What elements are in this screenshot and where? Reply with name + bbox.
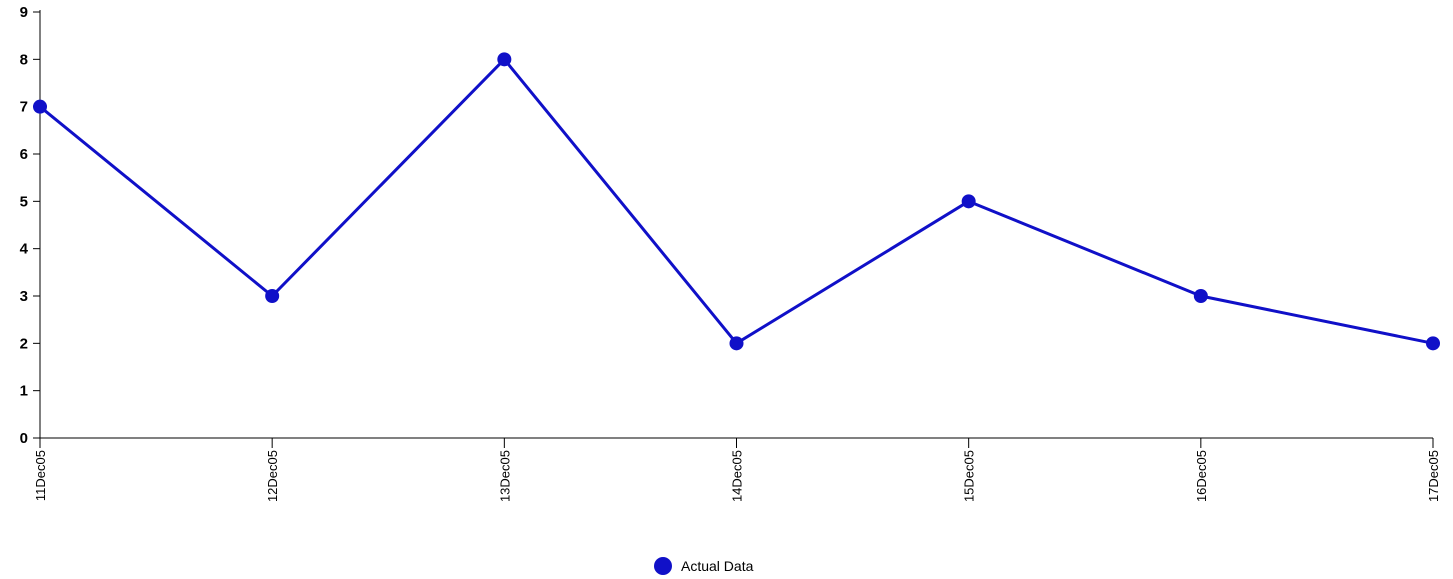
data-point <box>961 194 976 209</box>
y-tick-label: 2 <box>20 335 28 352</box>
x-tick-label: 17Dec05 <box>1426 450 1441 502</box>
data-point <box>729 336 744 351</box>
data-point <box>1193 289 1208 303</box>
data-point <box>265 289 280 303</box>
y-tick-label: 8 <box>20 51 28 68</box>
legend-marker <box>654 557 672 575</box>
x-tick-label: 12Dec05 <box>265 450 280 502</box>
data-point <box>497 52 512 67</box>
data-point <box>1426 336 1440 351</box>
y-tick-label: 3 <box>20 288 28 305</box>
y-axis-ticks: 0 1 2 3 4 5 6 7 8 9 <box>20 4 40 447</box>
x-tick-label: 13Dec05 <box>497 450 512 502</box>
y-tick-label: 0 <box>20 430 28 447</box>
series-layer <box>33 52 1440 351</box>
y-tick-label: 5 <box>20 193 28 210</box>
data-point <box>33 99 47 114</box>
x-tick-label: 14Dec05 <box>730 450 745 502</box>
x-tick-label: 11Dec05 <box>33 450 48 501</box>
y-tick-label: 1 <box>20 383 28 400</box>
series-line <box>39 57 1434 345</box>
x-tick-label: 16Dec05 <box>1194 450 1209 502</box>
x-axis-ticks: 11Dec05 12Dec05 13Dec05 14Dec05 15Dec05 16Dec… <box>33 438 1441 502</box>
y-tick-label: 9 <box>20 4 28 21</box>
x-tick-label: 15Dec05 <box>962 450 977 502</box>
y-tick-label: 6 <box>20 146 28 163</box>
y-tick-label: 7 <box>20 99 28 116</box>
legend-label: Actual Data <box>681 558 754 574</box>
y-tick-label: 4 <box>20 241 29 258</box>
legend: Actual Data <box>654 557 754 575</box>
axes <box>39 10 1433 439</box>
